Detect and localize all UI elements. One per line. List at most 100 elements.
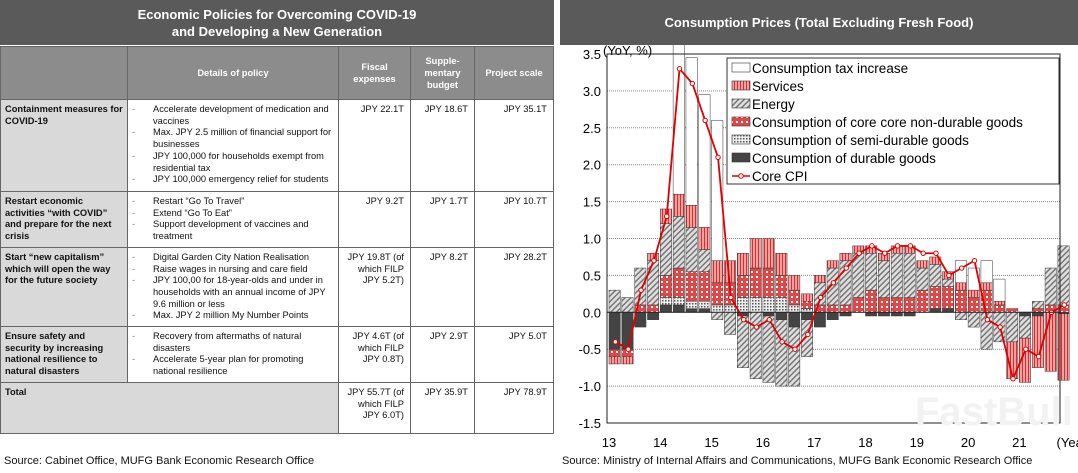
row-fiscal: JPY 22.1T: [338, 99, 411, 192]
bar-services: [980, 282, 993, 291]
core-cpi-point: [805, 331, 811, 338]
detail-item: Extend “Go To Eat”: [132, 208, 334, 220]
detail-item: Restart “Go To Travel”: [132, 196, 334, 208]
bar-consumption-of-core-core-non-durable-goods: [942, 286, 955, 309]
core-cpi-point: [856, 250, 862, 256]
y-tick-label: 1.5: [583, 195, 601, 210]
bar-consumption-of-core-core-non-durable-goods: [660, 275, 672, 298]
core-cpi-point: [766, 316, 773, 323]
core-cpi-point: [817, 294, 824, 301]
bar-consumption-of-semi-durable-goods: [660, 297, 672, 306]
bar-consumption-of-core-core-non-durable-goods: [903, 297, 916, 313]
table-source: Source: Cabinet Office, MUFG Bank Econom…: [4, 455, 315, 467]
x-tick-label: 20: [961, 435, 975, 450]
core-cpi-point: [830, 280, 837, 286]
bar-consumption-of-durable-goods: [1031, 312, 1044, 317]
x-tick-label: 14: [653, 435, 667, 450]
bar-energy: [826, 267, 839, 306]
bar-energy: [634, 267, 647, 306]
row-details: Restart “Go To Travel”Extend “Go To Eat”…: [127, 191, 339, 248]
bar-services: [724, 260, 737, 284]
core-cpi-point: [779, 339, 785, 345]
header-fiscal: Fiscal expenses: [338, 46, 411, 100]
core-cpi-point: [984, 316, 991, 323]
bar-consumption-tax-increase: [993, 278, 1006, 302]
bar-services: [1031, 315, 1044, 368]
table-row: Ensure safety and security by increasing…: [0, 326, 554, 383]
legend-label: Services: [752, 79, 804, 94]
x-axis-label: (Year): [1057, 435, 1078, 450]
y-tick-label: 2.5: [583, 121, 601, 136]
core-cpi-point: [946, 272, 952, 279]
bar-consumption-of-core-core-non-durable-goods: [775, 275, 788, 298]
table-title: Economic Policies for Overcoming COVID-1…: [0, 0, 554, 45]
bar-energy: [762, 315, 775, 383]
detail-item: JPY 100,000 emergency relief for student…: [132, 174, 334, 186]
bar-consumption-of-semi-durable-goods: [788, 304, 801, 313]
bar-services: [775, 253, 788, 276]
header-supplementary: Supple-mentary budget: [410, 46, 475, 100]
bar-consumption-of-semi-durable-goods: [698, 300, 711, 309]
y-tick-label: -1.5: [579, 416, 601, 431]
bar-consumption-of-core-core-non-durable-goods: [749, 267, 762, 298]
bar-services: [685, 205, 698, 228]
bar-consumption-of-core-core-non-durable-goods: [711, 282, 724, 306]
bar-consumption-of-core-core-non-durable-goods: [762, 267, 775, 298]
legend-swatch: [731, 134, 751, 145]
core-cpi-point: [689, 80, 696, 87]
header-details: Details of policy: [127, 46, 339, 100]
y-tick-label: 3.5: [583, 47, 601, 62]
detail-item: Support development of vaccines and trea…: [132, 219, 334, 242]
watermark: FastBull: [915, 390, 1073, 434]
row-category: Ensure safety and security by increasing…: [0, 326, 128, 383]
bar-energy: [724, 312, 737, 335]
legend-swatch: [731, 152, 751, 163]
bar-services: [813, 275, 826, 284]
core-cpi-point: [753, 324, 760, 330]
legend-label: Energy: [752, 97, 795, 112]
bar-energy: [608, 289, 621, 313]
bar-consumption-of-core-core-non-durable-goods: [929, 286, 942, 309]
core-cpi-point: [702, 117, 708, 124]
core-cpi-point: [869, 243, 875, 249]
bar-consumption-of-core-core-non-durable-goods: [967, 297, 980, 313]
y-tick-label: -0.5: [579, 342, 601, 357]
bar-energy: [890, 253, 903, 298]
bar-services: [608, 356, 621, 365]
bar-services: [621, 356, 634, 365]
bar-services: [1019, 337, 1031, 383]
x-tick-label: 17: [807, 435, 821, 450]
bar-consumption-of-core-core-non-durable-goods: [878, 297, 890, 313]
legend-label: Consumption of semi-durable goods: [752, 133, 969, 148]
bar-consumption-of-semi-durable-goods: [801, 308, 813, 313]
x-tick-label: 18: [858, 435, 872, 450]
bar-consumption-of-durable-goods: [660, 304, 672, 313]
core-cpi-point: [933, 250, 939, 256]
total-row: Total JPY 55.7T (of which FILP JPY 6.0T) J…: [0, 381, 554, 434]
bar-services: [1044, 312, 1057, 372]
core-cpi-point: [728, 294, 734, 301]
bar-consumption-of-durable-goods: [903, 312, 916, 317]
bar-consumption-of-durable-goods: [878, 312, 890, 317]
detail-item: JPY 100,00 for 18-year-olds and under in…: [132, 275, 334, 310]
bar-services: [711, 260, 724, 284]
bar-services: [839, 253, 852, 261]
consumption-prices-chart: 3.5 3.0 2.5 2.0 1.5 1.0 0.5 0.0 -0.5 -1.0 -1.513 14…: [579, 45, 1078, 450]
bar-energy: [929, 264, 942, 287]
bar-energy: [711, 312, 724, 320]
row-category: Start “new capitalism” which will open t…: [0, 246, 128, 328]
bar-consumption-of-core-core-non-durable-goods: [698, 271, 711, 302]
core-cpi-point: [882, 250, 888, 256]
bar-consumption-of-core-core-non-durable-goods: [672, 267, 685, 298]
bar-services: [762, 238, 775, 269]
legend-swatch: [731, 116, 751, 127]
bar-consumption-of-core-core-non-durable-goods: [737, 275, 749, 298]
x-tick-label: 15: [704, 435, 718, 450]
table-row: Restart economic activities “with COVID”…: [0, 191, 554, 248]
bar-services: [801, 293, 813, 302]
legend-label: Consumption of durable goods: [752, 151, 936, 166]
bar-consumption-of-core-core-non-durable-goods: [608, 348, 621, 357]
bar-consumption-of-semi-durable-goods: [762, 297, 775, 313]
bar-consumption-of-core-core-non-durable-goods: [916, 289, 929, 313]
legend-point-swatch: [738, 173, 744, 179]
